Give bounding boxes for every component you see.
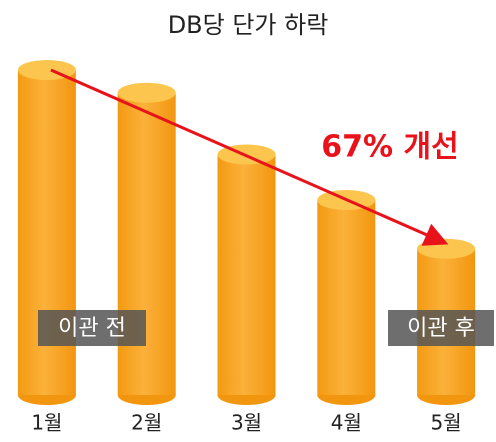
bar (217, 154, 276, 395)
bar (117, 92, 176, 395)
bar-top (417, 238, 476, 259)
label-box (38, 310, 146, 346)
bar (17, 70, 76, 395)
x-tick-label: 5월 (431, 411, 462, 435)
before-label: 이관 전 (58, 316, 126, 341)
trend-arrow (50, 68, 449, 246)
x-tick-label: 2월 (131, 411, 162, 435)
chart-title: DB당 단가 하락 (168, 11, 329, 39)
improvement-label: 67% 개선 (321, 130, 458, 165)
x-tick-label: 3월 (231, 411, 262, 435)
x-tick-label: 4월 (331, 411, 362, 435)
label-box (388, 310, 494, 346)
bar-top (117, 82, 176, 103)
x-tick-label: 1월 (31, 411, 62, 435)
bar (317, 200, 376, 395)
after-label: 이관 후 (407, 316, 475, 341)
